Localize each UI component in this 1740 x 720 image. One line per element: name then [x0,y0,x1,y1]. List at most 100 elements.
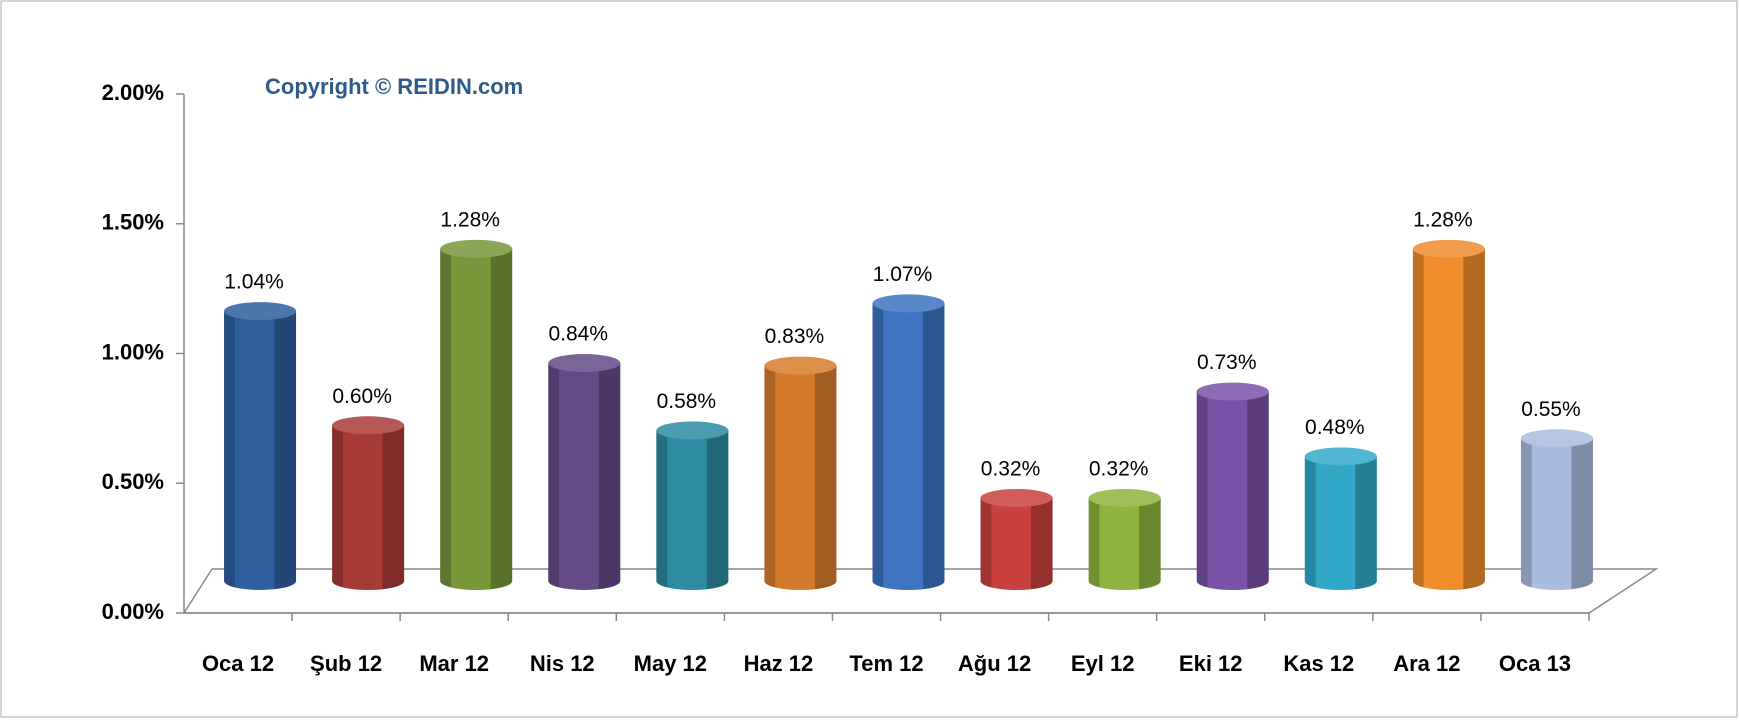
bar-top-highlight [980,488,1053,507]
bar-shade [1412,248,1424,588]
copyright: Copyright © REIDIN.com [265,74,523,99]
value-label: 0.32% [981,458,1041,481]
bar-top-highlight [440,239,513,258]
bar-shade [1520,438,1532,588]
value-label: 0.83% [765,325,825,348]
value-label: 1.04% [224,271,284,294]
y-tick-label: 1.50% [102,210,164,235]
bar-top-highlight [548,354,621,373]
bar-body [1196,391,1269,590]
bar-shade [332,425,343,588]
bar-top-highlight [1088,488,1161,507]
bar-body [224,311,297,590]
bar-shade [706,430,729,590]
value-label: 1.07% [873,263,933,286]
bar-body [1088,497,1161,590]
bar-top [1304,447,1377,466]
bar-top [1088,488,1161,507]
bar [224,302,297,590]
bar-top [1520,429,1593,448]
value-label: 0.58% [657,390,717,413]
bar-top [872,294,945,313]
bar [1520,429,1593,590]
bar-top-highlight [1520,429,1593,448]
bar-shade [490,248,513,590]
bar-body [1304,456,1377,590]
bar-shade [814,365,837,590]
value-label: 0.48% [1305,416,1365,439]
bar-body [1520,438,1593,590]
bar [656,421,729,590]
bar-top-highlight [1304,447,1377,466]
bar-top [1196,382,1269,401]
x-tick-label: Şub 12 [310,651,382,676]
bar-body [872,303,945,590]
bar-shade [1030,497,1053,590]
bar-top-highlight [224,302,297,321]
bar-top-highlight [1412,239,1485,258]
bar-shade [656,430,668,588]
bar [872,294,945,590]
bar-top [332,416,405,435]
bar-shade [224,311,235,588]
bar-shade [1304,456,1316,588]
bar-body [656,430,729,590]
bar-shade [440,248,451,588]
bar [1412,239,1485,590]
bar-top [656,421,729,440]
bar-top-highlight [332,416,405,435]
x-tick-label: Ağu 12 [958,651,1031,676]
x-tick-label: Mar 12 [419,651,489,676]
bar-shade [1571,438,1593,590]
x-tick-label: Eki 12 [1179,651,1243,676]
x-tick-label: Eyl 12 [1071,651,1135,676]
value-label: 0.84% [548,323,608,346]
bar-top [440,239,513,258]
bar [332,416,405,590]
bar-top-highlight [872,294,945,313]
bar [1088,488,1161,590]
bar-body [332,425,405,590]
y-tick-label: 0.00% [102,599,164,624]
bar-shade [548,363,560,588]
x-tick-label: Nis 12 [530,651,595,676]
x-tick-label: Oca 12 [202,651,274,676]
x-tick-label: May 12 [634,651,707,676]
bar-top-highlight [656,421,729,440]
x-tick-label: Ara 12 [1393,651,1460,676]
bar-shade [922,303,945,590]
value-label: 0.32% [1089,458,1149,481]
bar-top [1412,239,1485,258]
bar [548,354,621,590]
bar-top-highlight [1196,382,1269,401]
bar [764,356,837,590]
x-tick-label: Oca 13 [1499,651,1571,676]
bar-top-highlight [764,356,837,375]
bar-body [980,497,1053,590]
bar-shade [382,425,405,590]
bar-body [1412,248,1485,590]
value-label: 0.73% [1197,351,1257,374]
x-tick-label: Tem 12 [849,651,923,676]
bar-top [548,354,621,373]
bar [1304,447,1377,590]
bar-top [764,356,837,375]
x-tick-label: Kas 12 [1283,651,1354,676]
bar-shade [1463,248,1485,590]
bar-body [548,363,621,590]
value-label: 1.28% [440,208,500,231]
bar-shade [1088,497,1100,588]
bar-shade [764,365,776,588]
y-tick-label: 1.00% [102,339,164,364]
bar-body [764,365,837,590]
bar-top [980,488,1053,507]
value-label: 0.55% [1521,398,1581,421]
bar [440,239,513,590]
bar-shade [980,497,992,588]
bar-shade [598,363,621,590]
bar-shade [872,303,884,588]
x-tick-label: Haz 12 [744,651,814,676]
y-tick-label: 0.50% [102,469,164,494]
bar-top [224,302,297,321]
